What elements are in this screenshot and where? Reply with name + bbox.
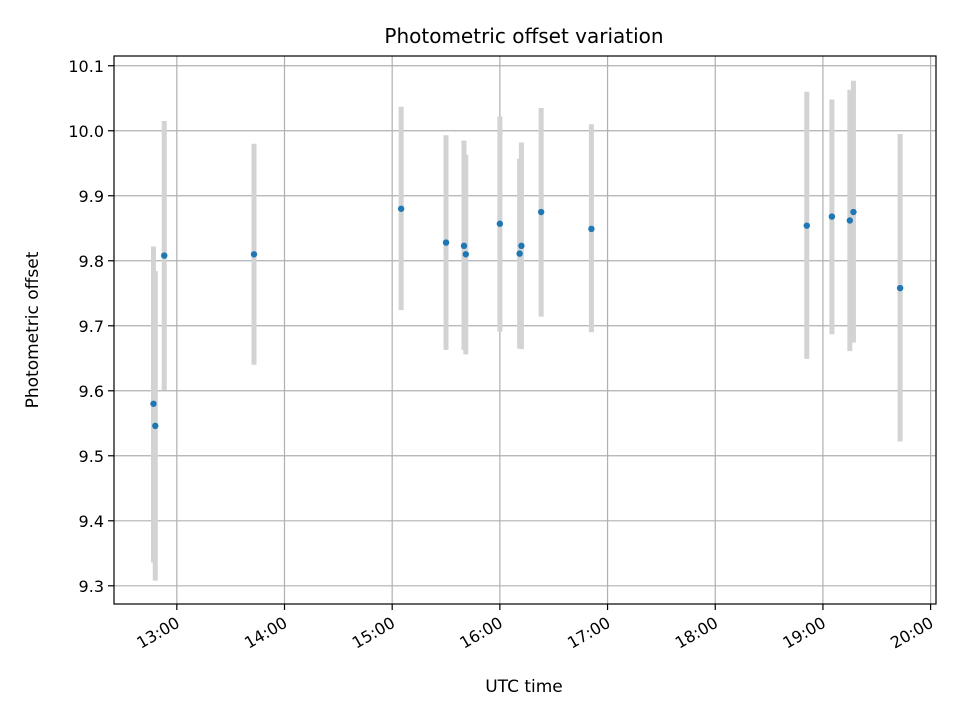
data-point [516, 250, 523, 257]
data-point [150, 400, 157, 407]
y-tick-label: 9.7 [79, 317, 104, 336]
x-axis-label: UTC time [485, 677, 563, 697]
x-tick-label: 18:00 [672, 613, 721, 653]
x-tick-label: 13:00 [133, 613, 182, 653]
x-tick-label: 19:00 [779, 613, 828, 653]
data-point [460, 242, 468, 250]
data-point [846, 217, 854, 224]
y-tick-label: 9.8 [79, 252, 104, 271]
x-tick-label: 15:00 [349, 613, 398, 653]
y-tick-label: 9.3 [79, 577, 104, 596]
data-point [518, 242, 525, 250]
data-point [803, 222, 810, 229]
y-tick-label: 10.1 [68, 57, 104, 76]
data-point [397, 205, 405, 212]
y-tick-label: 9.6 [79, 382, 104, 401]
plot-frame [113, 55, 937, 605]
data-point [152, 422, 159, 430]
data-point [588, 225, 595, 233]
data-point [850, 208, 857, 216]
y-tick-label: 9.5 [79, 447, 104, 466]
y-axis-ticks: 9.3 9.4 9.5 9.6 9.7 9.8 9.9 10.0 10.1 [68, 57, 114, 596]
data-point [250, 251, 258, 258]
y-tick-label: 9.9 [79, 187, 104, 206]
data-point [537, 208, 545, 216]
y-axis-label: Photometric offset [23, 251, 43, 408]
data-points [150, 205, 904, 430]
chart-title: Photometric offset variation [384, 24, 663, 48]
grid [114, 56, 936, 604]
x-tick-label: 20:00 [887, 613, 936, 653]
data-point [442, 239, 450, 246]
data-point [161, 252, 168, 259]
data-point [496, 220, 504, 227]
y-tick-label: 10.0 [68, 122, 104, 141]
x-axis-ticks: 13:00 14:00 15:00 16:00 17:00 18:00 19:00 20:00 [133, 604, 937, 653]
y-tick-label: 9.4 [79, 512, 104, 531]
data-point [462, 251, 469, 258]
error-bars [150, 80, 903, 581]
x-tick-label: 14:00 [241, 613, 290, 653]
data-point [828, 213, 836, 220]
data-point [896, 284, 904, 292]
x-tick-label: 17:00 [564, 613, 613, 653]
x-tick-label: 16:00 [456, 613, 505, 653]
